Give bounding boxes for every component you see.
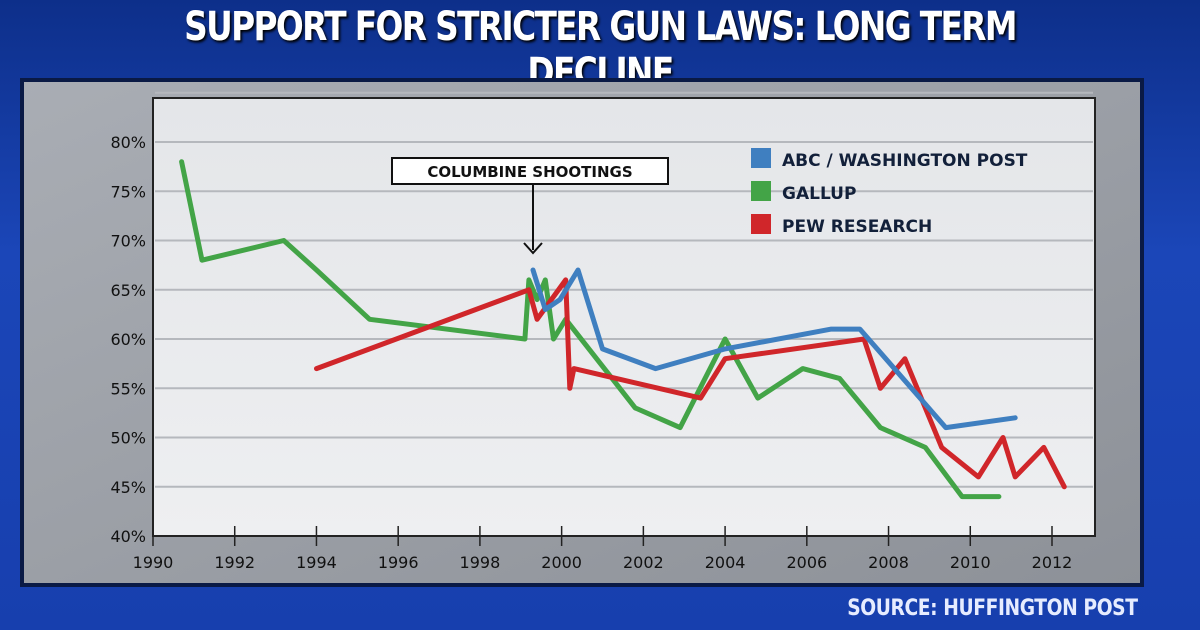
arrow-head-icon [523, 242, 543, 255]
y-tick-label: 70% [110, 232, 146, 251]
legend: ABC / WASHINGTON POST GALLUP PEW RESEARCH [751, 148, 1028, 237]
y-tick-label: 75% [110, 182, 146, 201]
y-tick-label: 40% [110, 527, 146, 546]
annotation-box [391, 157, 669, 185]
legend-label: ABC / WASHINGTON POST [782, 151, 1028, 171]
annotation-label: COLUMBINE SHOOTINGS [427, 163, 632, 181]
x-tick-label: 1998 [460, 553, 501, 572]
x-tick-label: 2000 [541, 553, 582, 572]
y-tick-label: 50% [110, 429, 146, 448]
legend-swatch [751, 214, 771, 234]
x-tick-label: 1990 [133, 553, 174, 572]
x-tick-label: 1992 [214, 553, 255, 572]
series-line-pew-research [314, 277, 1067, 490]
legend-swatch [751, 181, 771, 201]
y-tick-label: 55% [110, 379, 146, 398]
source-label: SOURCE: HUFFINGTON POST [847, 596, 1139, 621]
x-tick-label: 2004 [705, 553, 746, 572]
legend-swatch [751, 148, 771, 168]
series-line-abc-washington-post [530, 267, 1018, 431]
x-tick-label: 2010 [950, 553, 991, 572]
x-tick-label: 2006 [786, 553, 827, 572]
x-tick-label: 2012 [1032, 553, 1073, 572]
x-tick-label: 2002 [623, 553, 664, 572]
y-tick-label: 65% [110, 281, 146, 300]
x-tick-label: 1996 [378, 553, 419, 572]
y-tick-label: 45% [110, 478, 146, 497]
x-tick-label: 2008 [868, 553, 909, 572]
legend-label: PEW RESEARCH [782, 217, 932, 237]
columbine-annotation: COLUMBINE SHOOTINGS [391, 157, 669, 255]
legend-label: GALLUP [782, 184, 856, 204]
y-tick-label: 80% [110, 133, 146, 152]
x-tick-label: 1994 [296, 553, 337, 572]
y-tick-label: 60% [110, 330, 146, 349]
chart-title: SUPPORT FOR STRICTER GUN LAWS: LONG TERM… [184, 4, 1017, 96]
